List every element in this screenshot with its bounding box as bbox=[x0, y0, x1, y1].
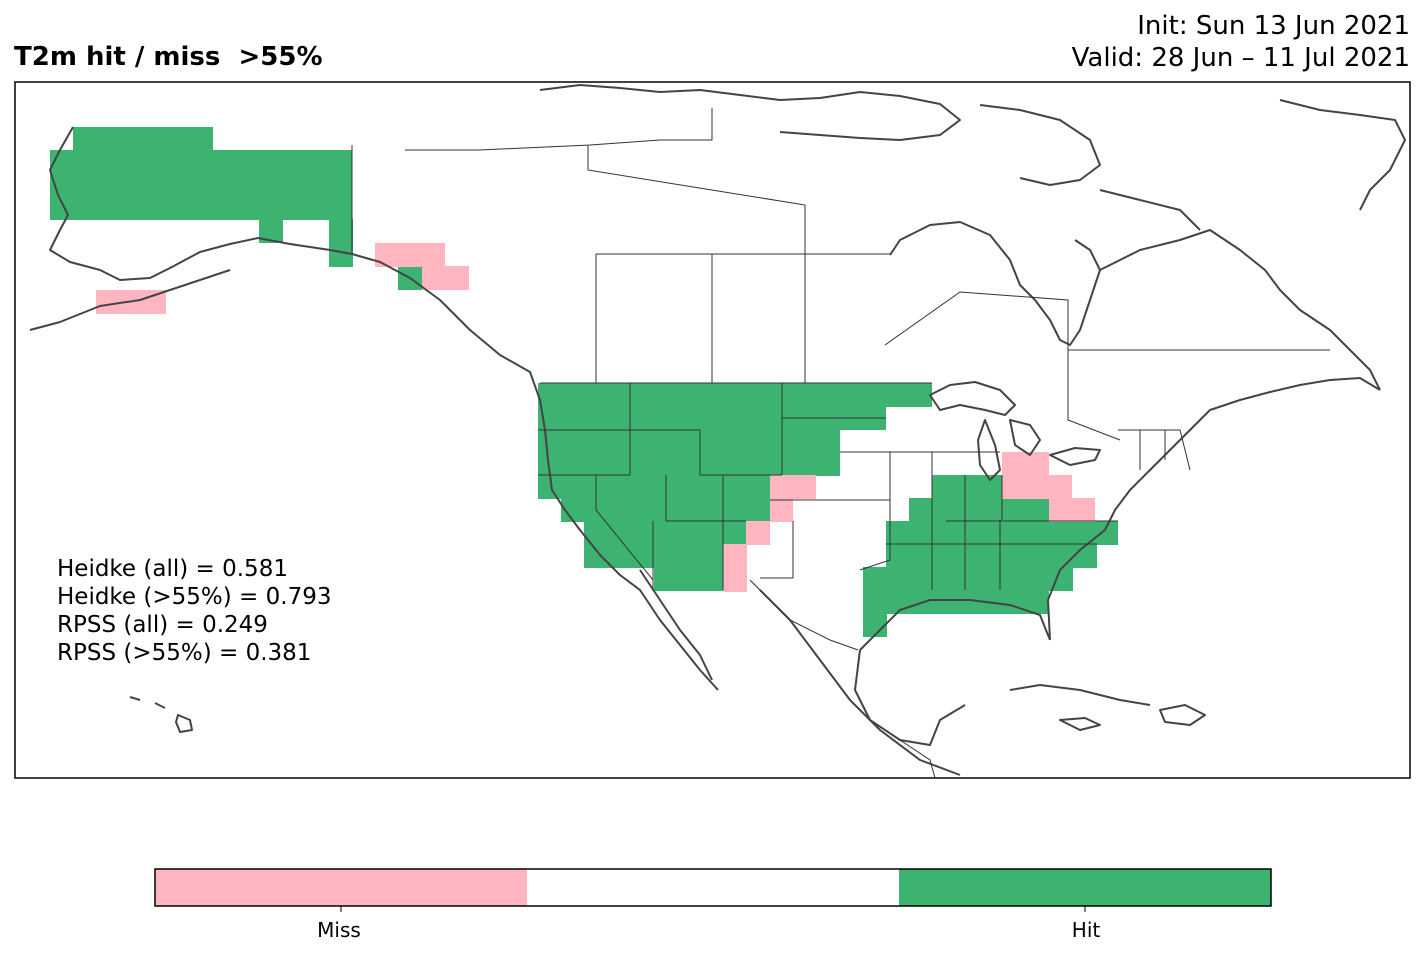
stat-heidke-all: Heidke (all) = 0.581 bbox=[57, 556, 288, 582]
hit-cell bbox=[584, 521, 746, 545]
hit-cell bbox=[538, 452, 840, 476]
miss-cell bbox=[770, 475, 816, 499]
score-stats: Heidke (all) = 0.581 Heidke (>55%) = 0.7… bbox=[57, 555, 331, 667]
miss-cell bbox=[375, 243, 445, 267]
miss-cell bbox=[1002, 452, 1049, 499]
init-date: Init: Sun 13 Jun 2021 bbox=[1137, 11, 1410, 41]
stat-rpss-55: RPSS (>55%) = 0.381 bbox=[57, 640, 312, 666]
coastlines bbox=[29, 84, 1406, 776]
colorbar bbox=[154, 868, 1272, 912]
political-borders bbox=[351, 108, 1330, 779]
stat-heidke-55: Heidke (>55%) = 0.793 bbox=[57, 584, 332, 610]
colorbar-label-hit: Hit bbox=[1071, 918, 1101, 942]
hit-cell bbox=[538, 475, 770, 499]
colorbar-outline bbox=[154, 868, 1272, 907]
forecast-cells bbox=[50, 127, 1118, 637]
hit-cell bbox=[886, 521, 1118, 545]
hit-cell bbox=[538, 429, 840, 453]
miss-cell bbox=[723, 544, 747, 592]
hit-cell bbox=[886, 544, 1097, 568]
colorbar-neutral-segment bbox=[527, 869, 899, 906]
hit-cell bbox=[329, 219, 353, 267]
hit-cell bbox=[909, 498, 1049, 522]
hit-cell bbox=[863, 590, 1049, 614]
date-info: Init: Sun 13 Jun 2021 Valid: 28 Jun – 11… bbox=[1072, 10, 1410, 74]
miss-cell bbox=[746, 521, 770, 545]
hit-cell bbox=[50, 150, 352, 220]
hit-cell bbox=[538, 383, 932, 407]
colorbar-miss-segment bbox=[155, 869, 527, 906]
miss-cell bbox=[422, 266, 469, 290]
map-frame-outline bbox=[14, 81, 1411, 779]
miss-cell bbox=[770, 498, 793, 522]
valid-period: Valid: 28 Jun – 11 Jul 2021 bbox=[1071, 43, 1410, 73]
colorbar-hit-segment bbox=[899, 869, 1271, 906]
hit-cell bbox=[654, 567, 723, 591]
map-title: T2m hit / miss >55% bbox=[14, 42, 323, 72]
stat-rpss-all: RPSS (all) = 0.249 bbox=[57, 612, 268, 638]
hit-cell bbox=[863, 613, 887, 637]
hit-cell bbox=[73, 127, 213, 151]
hit-cell bbox=[863, 567, 1073, 591]
miss-cell bbox=[1049, 498, 1095, 522]
miss-cell bbox=[1049, 475, 1072, 499]
colorbar-label-miss: Miss bbox=[317, 918, 361, 942]
